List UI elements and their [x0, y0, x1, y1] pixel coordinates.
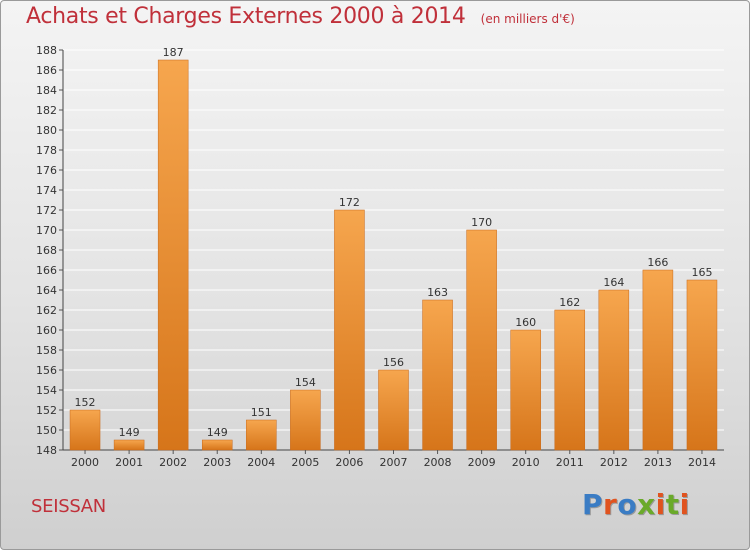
- y-tick-label: 154: [36, 384, 57, 397]
- logo-letter: i: [655, 488, 666, 521]
- logo-letter: P: [582, 488, 604, 521]
- y-tick-label: 160: [36, 324, 57, 337]
- x-tick-label-2003: 2003: [203, 456, 231, 469]
- bar-2008: [422, 299, 453, 451]
- x-tick-label-2007: 2007: [380, 456, 408, 469]
- y-tick-label: 170: [36, 224, 57, 237]
- x-tick-label-2012: 2012: [600, 456, 628, 469]
- x-tick-label-2006: 2006: [335, 456, 363, 469]
- y-tick-labels: 148 150 152 154 156 158 160 162 164 166 168 170 172 1…: [36, 44, 57, 457]
- y-tick-label: 162: [36, 304, 57, 317]
- y-tick-label: 148: [36, 444, 57, 457]
- bar-2001: [113, 439, 145, 451]
- data-label-2014: 165: [691, 266, 712, 279]
- bar-2009: [466, 229, 497, 451]
- y-tick-label: 176: [36, 164, 57, 177]
- logo-letter: t: [665, 488, 680, 521]
- logo-letter: o: [617, 488, 638, 521]
- data-label-2001: 149: [119, 426, 140, 439]
- data-label-2008: 163: [427, 286, 448, 299]
- x-tick-label-2005: 2005: [291, 456, 319, 469]
- x-tick-label-2009: 2009: [468, 456, 496, 469]
- data-label-2013: 166: [647, 256, 668, 269]
- x-tick-label-2013: 2013: [644, 456, 672, 469]
- x-tick-label-2010: 2010: [512, 456, 540, 469]
- bars: [69, 59, 718, 451]
- logo-letter: r: [603, 488, 618, 521]
- x-tick-label-2008: 2008: [424, 456, 452, 469]
- x-tick-label-2014: 2014: [688, 456, 716, 469]
- proxiti-logo: Proxiti: [582, 488, 690, 521]
- bar-2006: [334, 209, 365, 451]
- y-tick-label: 158: [36, 344, 57, 357]
- bar-2004: [246, 419, 277, 451]
- bar-2010: [510, 329, 541, 451]
- bar-2014: [686, 279, 718, 451]
- data-label-2003: 149: [207, 426, 228, 439]
- data-label-2002: 187: [163, 46, 184, 59]
- y-tick-label: 174: [36, 184, 57, 197]
- x-tick-label-2001: 2001: [115, 456, 143, 469]
- data-label-2004: 151: [251, 406, 272, 419]
- bar-2011: [554, 309, 586, 451]
- bar-2007: [378, 369, 409, 451]
- data-label-2005: 154: [295, 376, 316, 389]
- y-tick-label: 186: [36, 64, 57, 77]
- y-tick-label: 184: [36, 84, 57, 97]
- y-tick-label: 164: [36, 284, 57, 297]
- y-tick-label: 182: [36, 104, 57, 117]
- y-tick-label: 150: [36, 424, 57, 437]
- data-label-2007: 156: [383, 356, 404, 369]
- bar-2003: [201, 439, 233, 451]
- y-tick-label: 172: [36, 204, 57, 217]
- data-label-2012: 164: [603, 276, 624, 289]
- bar-2005: [290, 389, 321, 451]
- y-tick-label: 156: [36, 364, 57, 377]
- data-label-2006: 172: [339, 196, 360, 209]
- y-tick-label: 178: [36, 144, 57, 157]
- bar-2000: [69, 409, 101, 451]
- y-tick-label: 168: [36, 244, 57, 257]
- x-tick-label-2004: 2004: [247, 456, 275, 469]
- bar-2002: [157, 59, 189, 451]
- y-tick-label: 180: [36, 124, 57, 137]
- logo-letter: x: [637, 488, 656, 521]
- x-tick-labels: 2000 2001 2002 2003 2004 2005 2006 2007 2008 2009…: [71, 450, 716, 469]
- data-labels: 152 149 187 149 151 154 172 156 163 170 160 162 164 1…: [75, 46, 713, 439]
- data-label-2000: 152: [75, 396, 96, 409]
- y-tick-label: 166: [36, 264, 57, 277]
- bar-2012: [598, 289, 630, 451]
- chart-unit: (en milliers d'€): [480, 12, 575, 26]
- data-label-2010: 160: [515, 316, 536, 329]
- commune-name: SEISSAN: [31, 496, 106, 517]
- chart-header: Achats et Charges Externes 2000 à 2014 (…: [26, 4, 575, 29]
- chart-title: Achats et Charges Externes 2000 à 2014: [26, 4, 466, 29]
- y-tick-label: 152: [36, 404, 57, 417]
- data-label-2011: 162: [559, 296, 580, 309]
- logo-letter: i: [679, 488, 690, 521]
- bar-2013: [642, 269, 674, 451]
- data-label-2009: 170: [471, 216, 492, 229]
- y-tick-label: 188: [36, 44, 57, 57]
- x-tick-label-2000: 2000: [71, 456, 99, 469]
- x-tick-label-2002: 2002: [159, 456, 187, 469]
- x-tick-label-2011: 2011: [556, 456, 584, 469]
